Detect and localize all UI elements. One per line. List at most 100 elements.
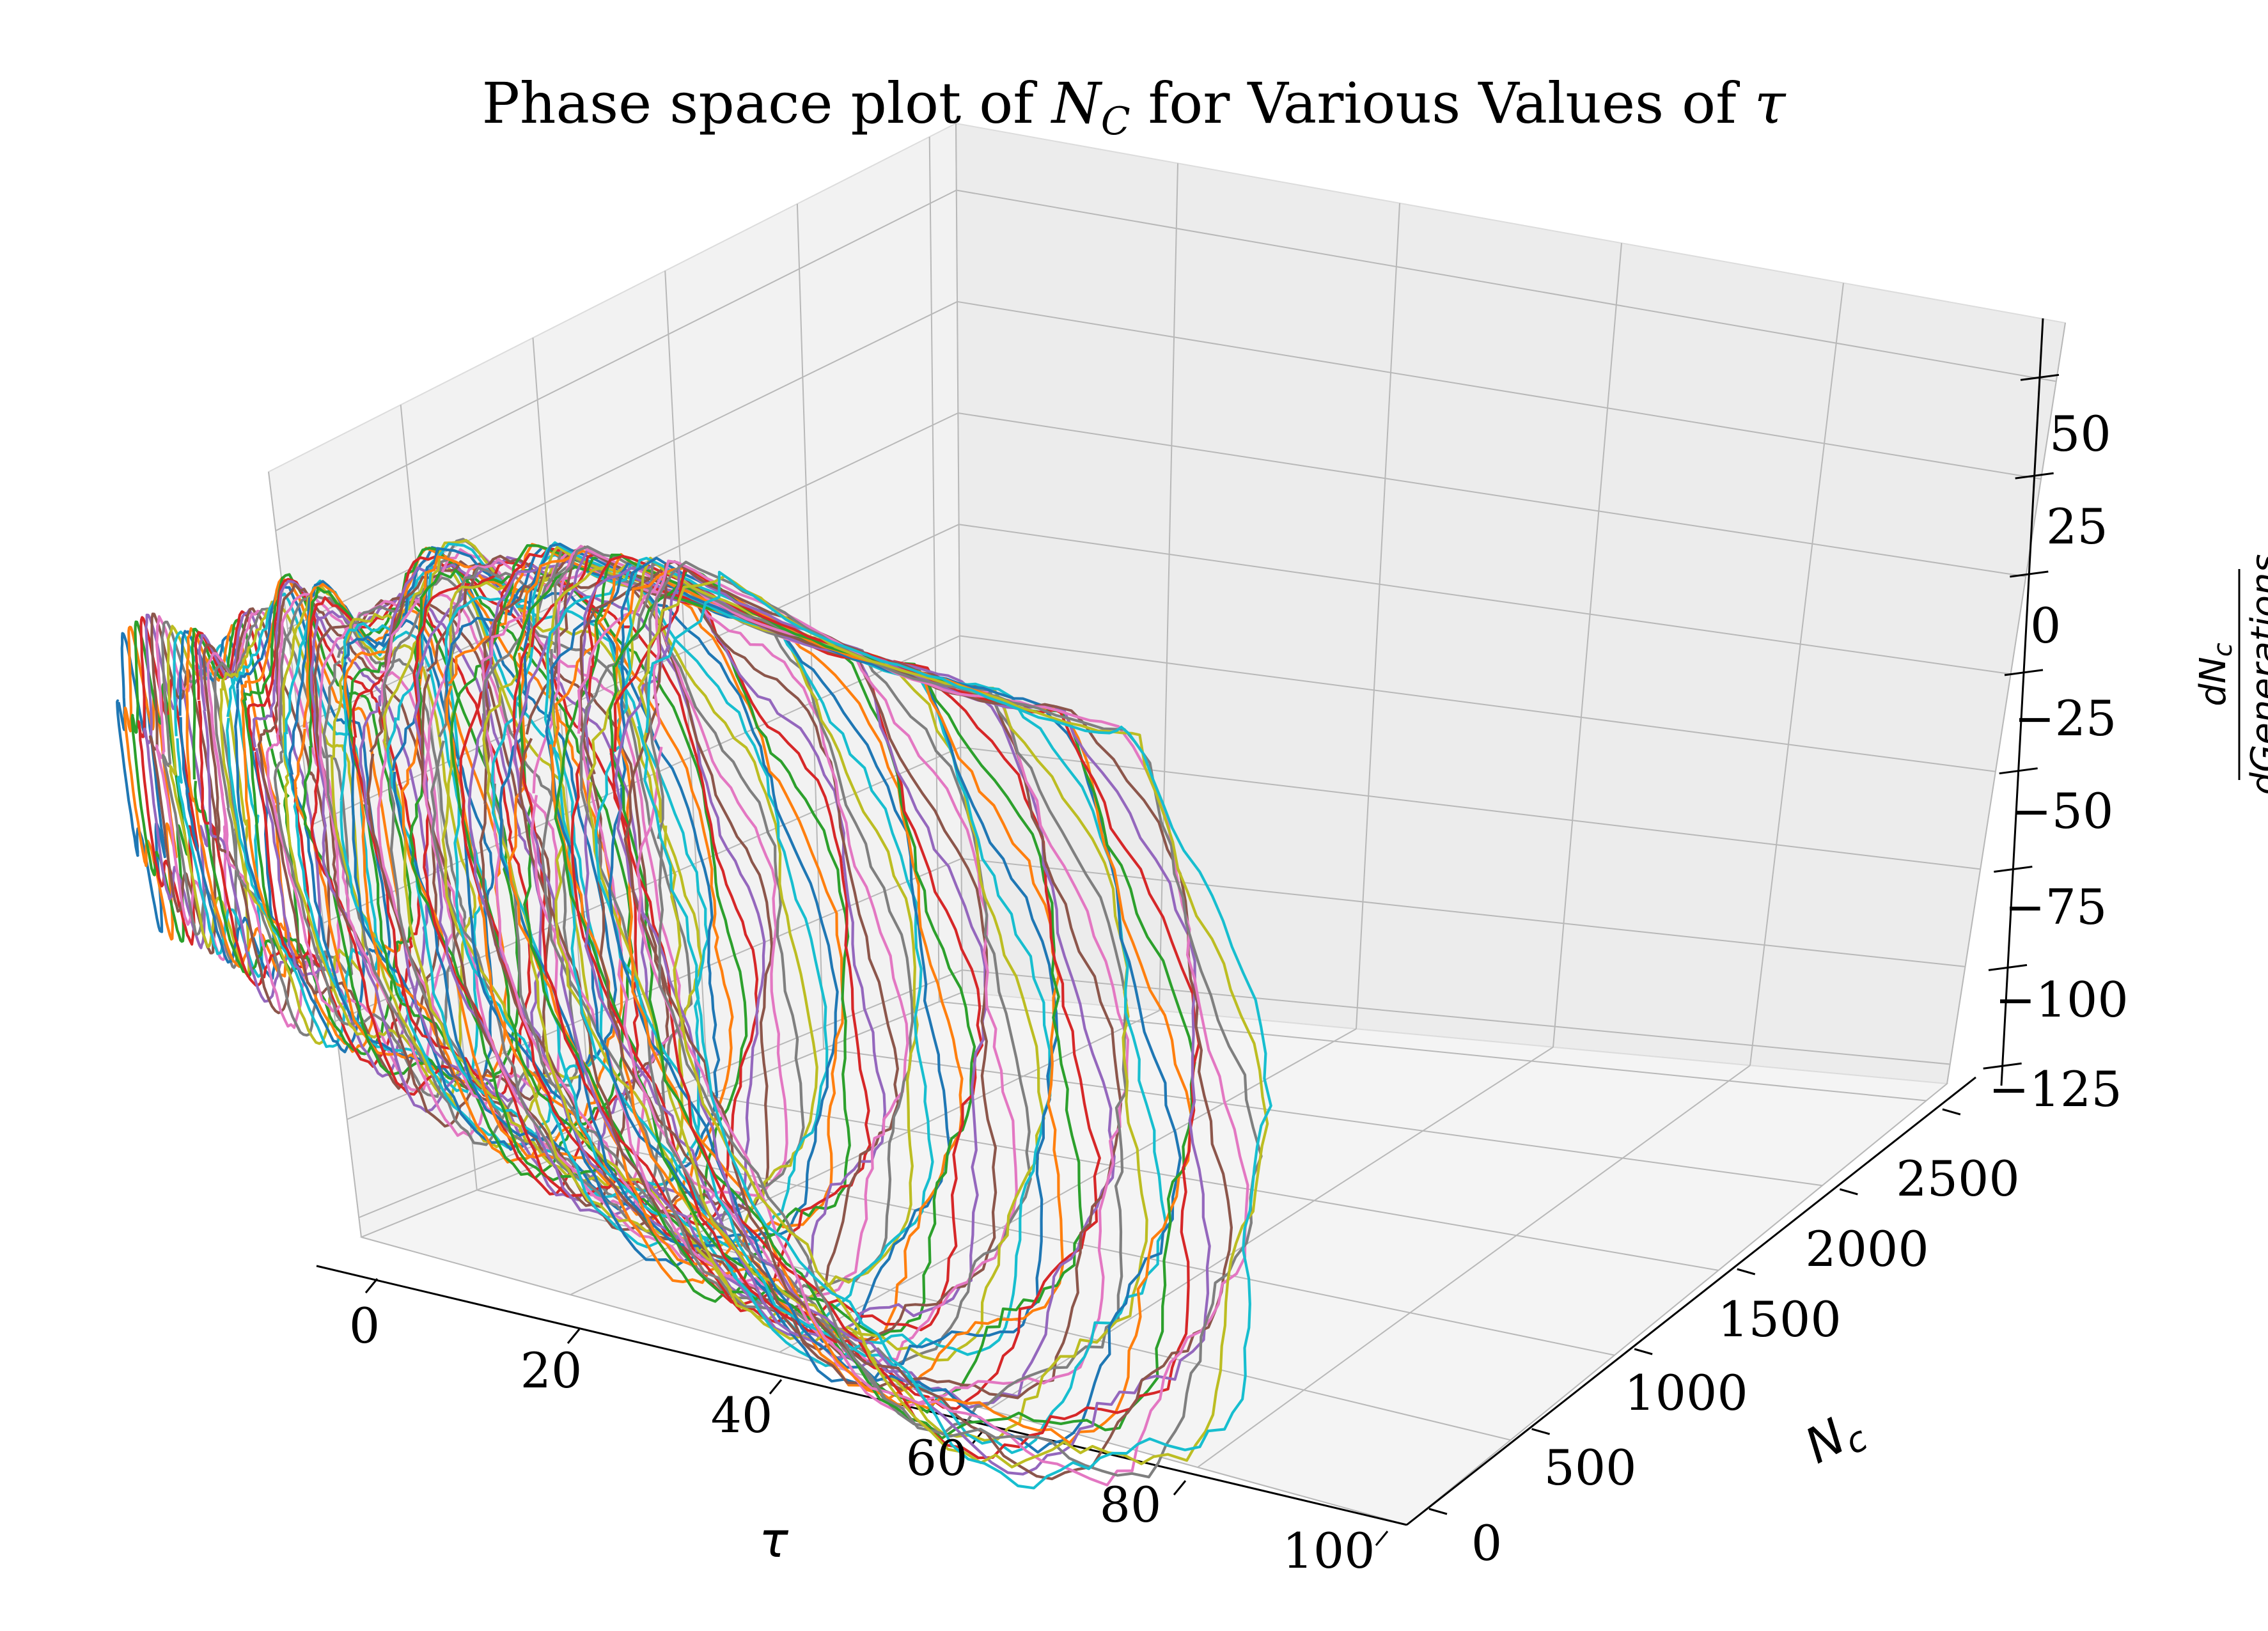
x-tick-label-60: 60	[906, 1430, 968, 1487]
title-n-symbol: N	[1051, 70, 1103, 136]
series-curve-tau-19	[219, 600, 367, 1045]
y-axis-label: Nc	[1795, 1398, 1873, 1479]
series-curve-tau-9	[166, 625, 251, 976]
grid-line-z-right-−25	[958, 524, 2011, 675]
series-curve-tau-87	[577, 566, 1130, 1412]
z-axis-line	[2000, 318, 2044, 1086]
series-curve-tau-1	[116, 632, 166, 933]
grid-line-x-wall-0	[955, 123, 963, 993]
x-axis-label: τ	[759, 1511, 789, 1568]
title-prefix: Phase space plot of	[482, 70, 1052, 136]
x-tick-mark-100	[1375, 1531, 1389, 1546]
title-middle: for Various Values of	[1130, 70, 1755, 136]
grid-line-z-right-0	[958, 412, 2026, 577]
x-axis-line	[316, 1265, 1407, 1526]
grid-line-y-wall-2500	[928, 136, 940, 1002]
y-tick-mark-2500	[1942, 1108, 1961, 1116]
z-tick-mark-−100	[1988, 964, 2028, 971]
y-tick-label-1000: 1000	[1624, 1364, 1748, 1421]
y-tick-label-2500: 2500	[1896, 1150, 2019, 1207]
title-tau-symbol: τ	[1755, 70, 1787, 136]
z-tick-label-−25: −25	[2014, 690, 2116, 747]
grid-line-x-100	[1406, 1083, 1948, 1526]
series-curve-tau-69	[482, 545, 919, 1321]
title-n-sub: C	[1101, 99, 1130, 144]
z-axis-label-denominator: dGenerations	[2244, 554, 2268, 795]
x-tick-mark-40	[769, 1379, 783, 1394]
series-curve-tau-34	[309, 596, 531, 1101]
y-tick-label-1500: 1500	[1717, 1291, 1841, 1348]
series-curve-tau-79	[545, 561, 1045, 1362]
series-curve-tau-82	[549, 553, 1065, 1400]
grid-line-x-wall-80	[1749, 283, 1844, 1066]
grid-line-y-2000	[823, 1048, 1823, 1187]
series-curve-tau-98	[644, 560, 1263, 1479]
z-tick-label-−75: −75	[2005, 878, 2107, 935]
series-curve-tau-100	[637, 570, 1272, 1490]
grid-line-x-wall-100	[1946, 322, 2066, 1084]
series-curve-tau-13	[191, 618, 299, 978]
chart-title: Phase space plot of NC for Various Value…	[482, 70, 1787, 144]
x-tick-label-0: 0	[349, 1297, 380, 1354]
z-tick-mark-−25	[2004, 669, 2044, 676]
grid-line-x-80	[1197, 1065, 1751, 1468]
z-tick-mark-0	[2010, 570, 2049, 578]
z-tick-label-−100: −100	[1995, 971, 2129, 1028]
x-tick-mark-0	[364, 1278, 379, 1293]
x-tick-mark-80	[1173, 1480, 1187, 1495]
series-curve-tau-51	[391, 547, 721, 1211]
z-tick-label-−125: −125	[1989, 1061, 2122, 1118]
series-curve-tau-3	[130, 620, 189, 943]
series-curve-tau-23	[242, 573, 414, 1056]
z-axis-num-sub: c	[2209, 643, 2238, 657]
y-tick-mark-500	[1531, 1428, 1550, 1435]
axes	[316, 318, 2060, 1546]
series-curve-tau-66	[479, 554, 900, 1310]
series-curve-tau-18	[214, 607, 354, 1037]
x-tick-label-80: 80	[1100, 1476, 1162, 1533]
grid-line-y-2500	[939, 1001, 1927, 1102]
z-axis-label: dNc dGenerations	[2193, 554, 2268, 795]
y-tick-label-2000: 2000	[1805, 1221, 1928, 1277]
y-axis-line	[1406, 1076, 1976, 1526]
grid-line-y-1000	[592, 1142, 1615, 1356]
series-curve-tau-62	[445, 543, 845, 1284]
series-curve-tau-63	[450, 544, 851, 1303]
grid-line-x-wall-40	[1356, 203, 1400, 1029]
z-axis-num-main: dN	[2193, 657, 2234, 706]
series-curve-tau-94	[609, 568, 1201, 1460]
y-tick-mark-1500	[1737, 1268, 1756, 1276]
series-curve-tau-50	[386, 542, 710, 1199]
grid-line-z-right-25	[957, 300, 2042, 480]
z-tick-mark-50	[2020, 373, 2060, 381]
x-tick-label-40: 40	[711, 1387, 773, 1444]
series-curves	[116, 538, 1272, 1490]
series-curve-tau-88	[579, 562, 1128, 1435]
y-tick-mark-0	[1428, 1508, 1448, 1515]
x-tick-mark-20	[567, 1329, 581, 1344]
y-tick-mark-2000	[1839, 1188, 1858, 1196]
series-curve-tau-33	[301, 586, 521, 1090]
series-curve-tau-16	[202, 607, 331, 1015]
z-tick-label-0: 0	[2030, 597, 2061, 654]
z-tick-label-50: 50	[2049, 405, 2111, 462]
x-tick-label-20: 20	[520, 1342, 583, 1399]
grid-line-z-right-50	[956, 189, 2056, 382]
series-curve-tau-4	[137, 616, 199, 946]
series-curve-tau-7	[155, 615, 228, 962]
z-axis-label-numerator: dNc	[2193, 643, 2238, 706]
series-curve-tau-11	[178, 630, 276, 980]
y-tick-label-0: 0	[1471, 1515, 1502, 1572]
z-tick-mark-−125	[1983, 1062, 2022, 1070]
series-curve-tau-2	[123, 625, 178, 941]
series-curve-tau-81	[545, 561, 1059, 1386]
grid-line-y-1500	[708, 1095, 1719, 1271]
grid-line-z-right-−100	[961, 857, 1966, 967]
grid-line-z-right-−75	[960, 746, 1981, 870]
z-tick-mark-−75	[1994, 866, 2033, 873]
y-tick-label-500: 500	[1544, 1439, 1636, 1496]
z-tick-mark-−50	[1999, 767, 2038, 775]
x-tick-label-100: 100	[1282, 1522, 1375, 1579]
